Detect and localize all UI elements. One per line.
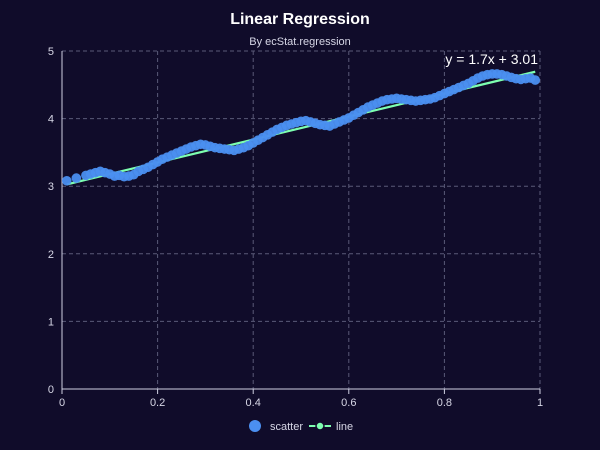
legend-scatter-marker[interactable]: [249, 420, 261, 432]
axes-layer: 0 1 2 3 4 5 0 0.2 0.4 0.6 0.8 1: [48, 46, 543, 409]
x-tick-label: 0.8: [437, 397, 452, 409]
x-tick-label: 0.6: [341, 397, 356, 409]
y-tick-label: 5: [48, 46, 54, 58]
chart-title: Linear Regression: [230, 11, 370, 28]
points-layer: [61, 69, 541, 186]
scatter-point[interactable]: [61, 175, 72, 186]
legend-scatter-label[interactable]: scatter: [270, 421, 303, 433]
scatter-point[interactable]: [530, 75, 541, 85]
x-tick-label: 1: [537, 397, 543, 409]
scatter-point[interactable]: [71, 173, 82, 183]
legend-line-dot[interactable]: [315, 421, 325, 431]
y-tick-label: 2: [48, 249, 54, 261]
x-tick-label: 0.4: [246, 397, 261, 409]
y-tick-label: 3: [48, 181, 54, 193]
x-tick-label: 0: [59, 397, 65, 409]
grid-layer: [62, 50, 541, 389]
y-tick-label: 4: [48, 114, 54, 126]
x-tick-label: 0.2: [150, 397, 165, 409]
legend-line-label[interactable]: line: [336, 421, 353, 433]
regression-equation-label: y = 1.7x + 3.01: [445, 51, 538, 67]
y-tick-label: 0: [48, 384, 54, 396]
y-tick-label: 1: [48, 316, 54, 328]
chart-subtitle: By ecStat.regression: [249, 36, 351, 48]
legend[interactable]: scatter line: [249, 420, 353, 433]
